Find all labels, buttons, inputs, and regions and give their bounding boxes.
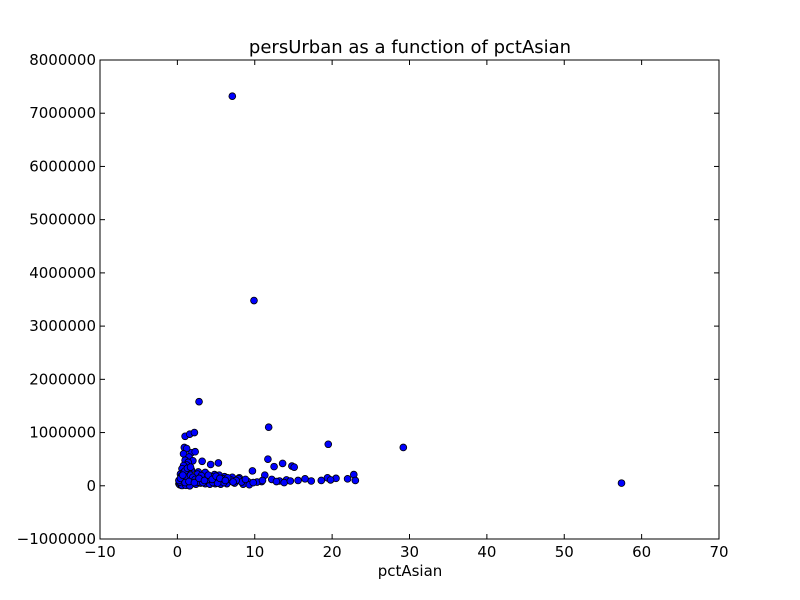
data-point [195, 397, 203, 406]
data-point [250, 296, 258, 305]
data-point [186, 463, 195, 471]
data-point [248, 467, 257, 475]
y-tick-label: 8000000 [29, 51, 96, 69]
y-tick-label: 3000000 [29, 317, 96, 335]
data-point [294, 476, 302, 485]
ticks-layer: −10 0 10 20 30 40 50 60 70 −1000000 0 1000000 200000… [17, 51, 729, 561]
x-tick-label: 10 [245, 543, 264, 561]
data-point [228, 92, 237, 100]
data-point [272, 477, 281, 486]
data-point [191, 447, 199, 456]
x-tick-label: 70 [709, 543, 728, 561]
data-point [351, 476, 360, 485]
data-point [190, 428, 199, 437]
data-point [324, 440, 333, 449]
x-tick-label: 50 [555, 543, 574, 561]
x-axis-label: pctAsian [378, 562, 443, 580]
data-point [278, 459, 287, 468]
y-tick-label: −1000000 [17, 530, 96, 548]
data-point [270, 462, 278, 471]
data-point [307, 477, 316, 485]
data-point [258, 476, 267, 485]
data-point [301, 475, 309, 483]
data-point [229, 478, 237, 486]
data-point [617, 479, 626, 487]
x-tick-label: −10 [84, 543, 116, 561]
x-tick-label: 40 [477, 543, 496, 561]
data-point [286, 477, 295, 485]
data-point [280, 478, 288, 487]
data-point [190, 478, 199, 487]
y-tick-label: 7000000 [29, 104, 96, 122]
data-point [200, 476, 209, 485]
data-point [221, 476, 230, 485]
data-point [214, 459, 223, 467]
y-tick-label: 5000000 [29, 211, 96, 229]
data-point [326, 476, 335, 484]
data-point [241, 475, 250, 484]
data-point [317, 476, 326, 485]
y-tick-label: 4000000 [29, 264, 96, 282]
x-tick-label: 30 [400, 543, 419, 561]
y-tick-label: 1000000 [29, 424, 96, 442]
data-point [178, 471, 187, 479]
y-tick-label: 6000000 [29, 157, 96, 175]
data-point [399, 443, 408, 452]
data-point [206, 460, 215, 469]
y-tick-label: 2000000 [29, 370, 96, 388]
y-tick-label: 0 [86, 477, 96, 495]
chart-title: persUrban as a function of pctAsian [249, 37, 571, 58]
points-layer [175, 92, 626, 490]
data-point [198, 457, 206, 466]
data-point [249, 478, 258, 487]
data-point [264, 455, 272, 463]
x-tick-label: 20 [323, 543, 342, 561]
data-point [343, 475, 352, 483]
x-tick-label: 60 [632, 543, 651, 561]
data-point [290, 463, 299, 471]
data-point [264, 423, 273, 432]
x-tick-label: 0 [173, 543, 183, 561]
